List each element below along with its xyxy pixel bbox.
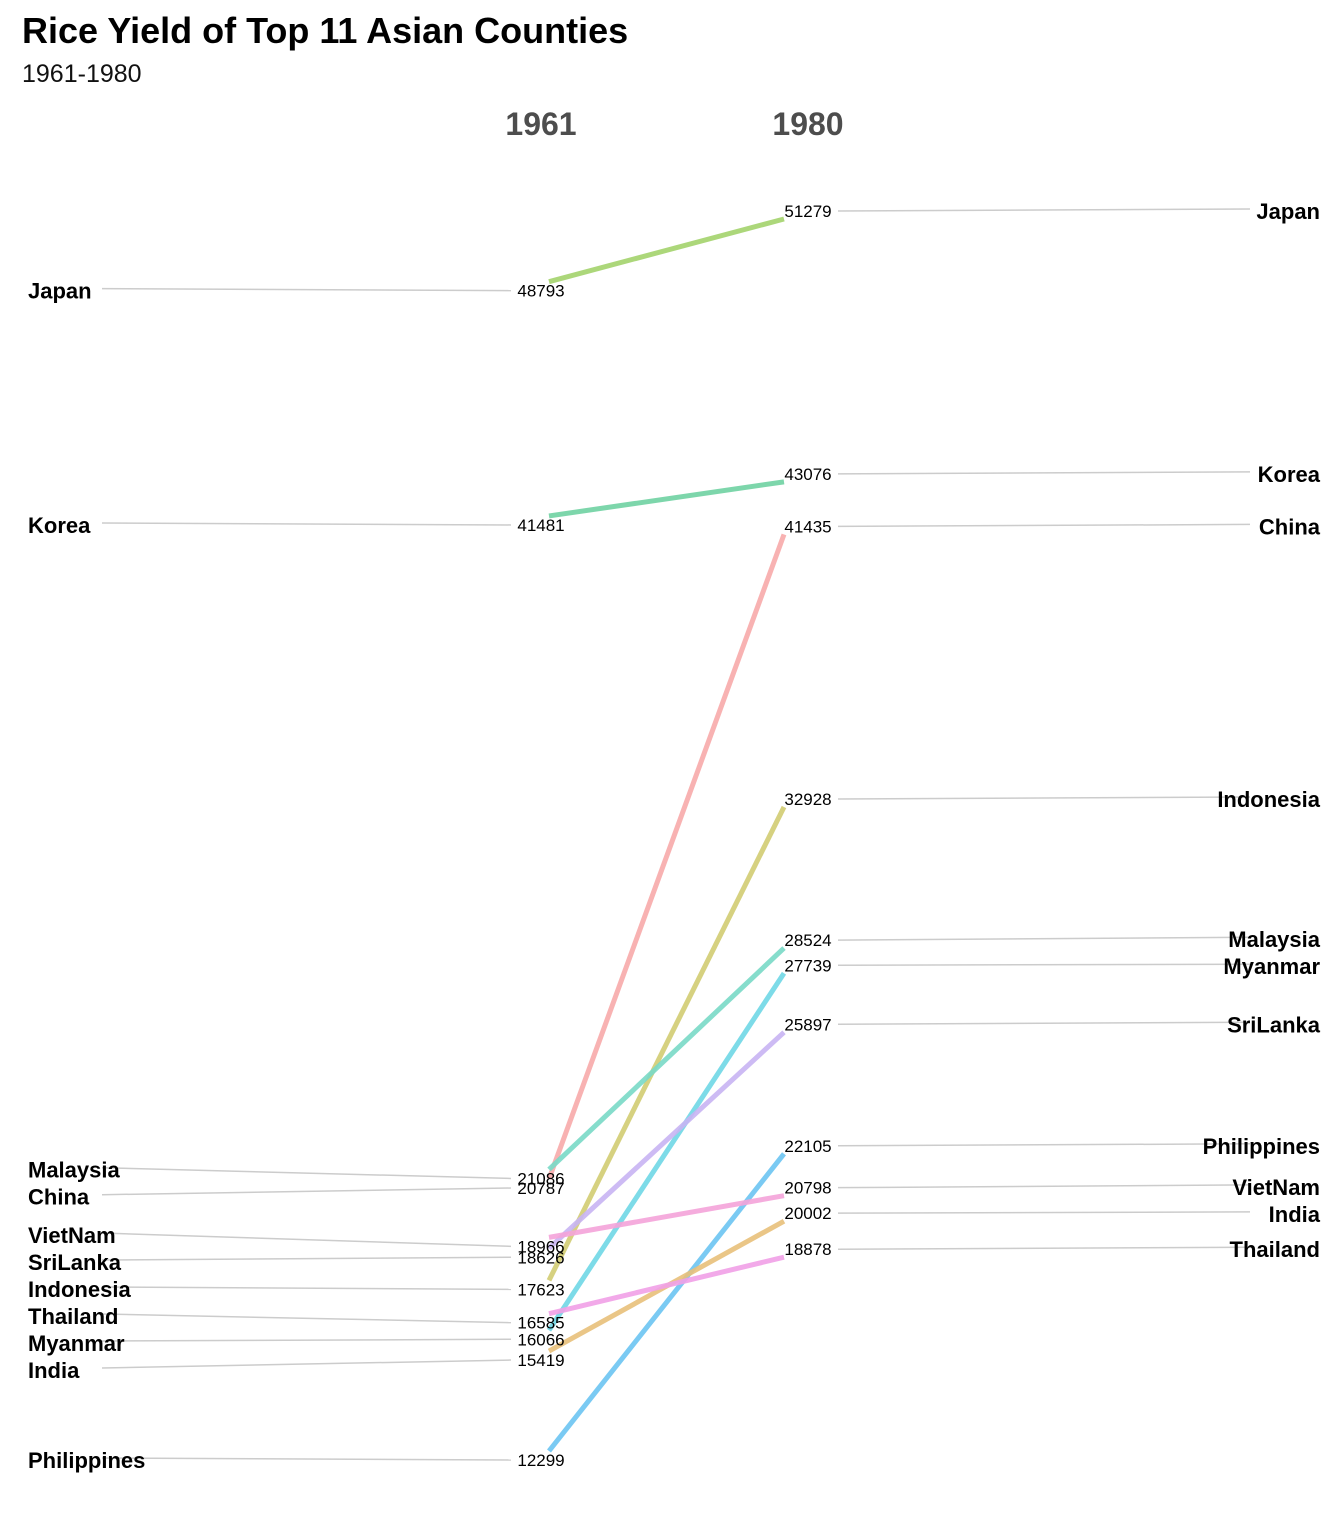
leader-line-1961-philippines (101, 1457, 512, 1461)
chart-title: Rice Yield of Top 11 Asian Counties (22, 10, 629, 51)
value-label-1961-srilanka: 18626 (517, 1248, 564, 1267)
slope-line-philippines (547, 1152, 786, 1453)
country-label-1980-vietnam: VietNam (1232, 1175, 1320, 1200)
value-label-1980-myanmar: 27739 (784, 956, 831, 975)
country-label-1980-srilanka: SriLanka (1227, 1012, 1321, 1037)
value-label-1961-india: 15419 (517, 1351, 564, 1370)
value-labels: 48793 51279 41481 43076 20787 41435 17623 32928… (517, 202, 831, 1470)
value-label-1961-japan: 48793 (517, 282, 564, 301)
leader-lines (101, 208, 1251, 1461)
leader-line-1961-vietnam (101, 1232, 512, 1248)
slope-line-korea (548, 479, 785, 519)
country-label-1961-japan: Japan (28, 279, 92, 304)
country-label-1961-myanmar: Myanmar (28, 1331, 125, 1356)
country-label-1961-thailand: Thailand (28, 1304, 118, 1329)
country-label-1980-malaysia: Malaysia (1228, 927, 1320, 952)
country-label-1980-china: China (1259, 514, 1321, 539)
country-label-1961-philippines: Philippines (28, 1448, 145, 1473)
chart-subtitle: 1961-1980 (22, 60, 142, 88)
slope-line-vietnam (548, 1193, 785, 1240)
slope-line-indonesia (546, 805, 787, 1282)
value-label-1961-thailand: 16585 (517, 1314, 564, 1333)
leader-line-1961-china (101, 1187, 512, 1196)
country-label-1961-china: China (28, 1185, 90, 1210)
leader-line-1980-philippines (837, 1143, 1251, 1147)
leader-line-1961-myanmar (101, 1338, 512, 1342)
value-label-1961-vietnam: 18966 (517, 1237, 564, 1256)
country-label-1961-malaysia: Malaysia (28, 1158, 120, 1183)
leader-line-1961-srilanka (101, 1256, 512, 1261)
leader-line-1980-china (837, 523, 1251, 528)
value-label-1980-china: 41435 (784, 517, 831, 536)
value-label-1961-myanmar: 16066 (517, 1330, 564, 1349)
country-label-1980-thailand: Thailand (1230, 1237, 1320, 1262)
value-label-1980-thailand: 18878 (784, 1240, 831, 1259)
leader-line-1961-korea (101, 522, 512, 526)
country-label-1980-indonesia: Indonesia (1217, 787, 1320, 812)
slope-lines (546, 216, 787, 1453)
leader-line-1961-thailand (101, 1313, 512, 1324)
country-label-1961-korea: Korea (28, 513, 91, 538)
year-header-1961: 1961 (505, 106, 576, 142)
value-label-1980-srilanka: 25897 (784, 1015, 831, 1034)
country-label-1980-india: India (1269, 1202, 1321, 1227)
leader-line-1980-korea (837, 471, 1251, 475)
value-label-1961-philippines: 12299 (517, 1451, 564, 1470)
value-label-1980-malaysia: 28524 (784, 931, 831, 950)
leader-line-1980-indonesia (837, 796, 1251, 800)
value-label-1980-vietnam: 20798 (784, 1179, 831, 1198)
year-header-1980: 1980 (772, 106, 843, 142)
value-label-1980-philippines: 22105 (784, 1137, 831, 1156)
country-label-1980-philippines: Philippines (1203, 1134, 1320, 1159)
country-label-1961-srilanka: SriLanka (28, 1250, 122, 1275)
leader-line-1980-japan (837, 208, 1251, 212)
leader-line-1980-myanmar (837, 963, 1251, 967)
country-label-1961-vietnam: VietNam (28, 1223, 116, 1248)
slope-line-china (546, 533, 787, 1180)
value-label-1961-malaysia: 21086 (517, 1169, 564, 1188)
country-label-1980-myanmar: Myanmar (1223, 954, 1320, 979)
slope-line-malaysia (547, 946, 786, 1172)
slope-line-japan (548, 216, 785, 285)
leader-line-1980-india (837, 1211, 1251, 1214)
value-label-1961-korea: 41481 (517, 516, 564, 535)
country-label-1980-japan: Japan (1256, 199, 1320, 224)
leader-line-1961-indonesia (101, 1286, 512, 1291)
leader-line-1980-malaysia (837, 936, 1251, 941)
country-label-1980-korea: Korea (1258, 462, 1321, 487)
year-headers: 1961 1980 (505, 106, 843, 142)
leader-line-1980-srilanka (837, 1021, 1251, 1026)
country-label-1961-indonesia: Indonesia (28, 1277, 131, 1302)
leader-line-1980-vietnam (837, 1184, 1251, 1189)
leader-line-1961-japan (101, 287, 512, 292)
slope-line-myanmar (546, 971, 787, 1332)
value-label-1961-china: 20787 (517, 1179, 564, 1198)
value-label-1961-indonesia: 17623 (517, 1280, 564, 1299)
value-label-1980-japan: 51279 (784, 202, 831, 221)
value-label-1980-india: 20002 (784, 1204, 831, 1223)
value-label-1980-indonesia: 32928 (784, 790, 831, 809)
slope-line-srilanka (547, 1030, 786, 1251)
leader-line-1961-india (101, 1359, 512, 1369)
leader-line-1961-malaysia (101, 1166, 512, 1180)
country-label-1961-india: India (28, 1358, 80, 1383)
value-label-1980-korea: 43076 (784, 465, 831, 484)
slope-line-thailand (548, 1254, 785, 1317)
country-labels: JapanKoreaChinaIndonesiaMalaysiaMyanmarS… (28, 199, 1321, 1473)
leader-line-1980-thailand (837, 1246, 1251, 1250)
